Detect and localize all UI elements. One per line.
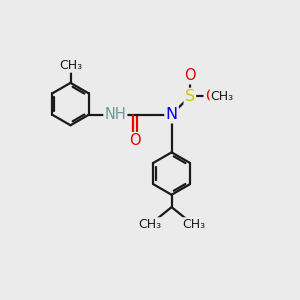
Text: CH₃: CH₃ [182,218,205,231]
Text: CH₃: CH₃ [138,218,161,231]
Text: CH₃: CH₃ [211,90,234,103]
Text: O: O [184,68,196,83]
Text: NH: NH [104,107,126,122]
Text: O: O [205,89,216,104]
Text: O: O [129,133,141,148]
Text: S: S [185,89,195,104]
Text: CH₃: CH₃ [59,59,82,72]
Text: N: N [166,107,178,122]
